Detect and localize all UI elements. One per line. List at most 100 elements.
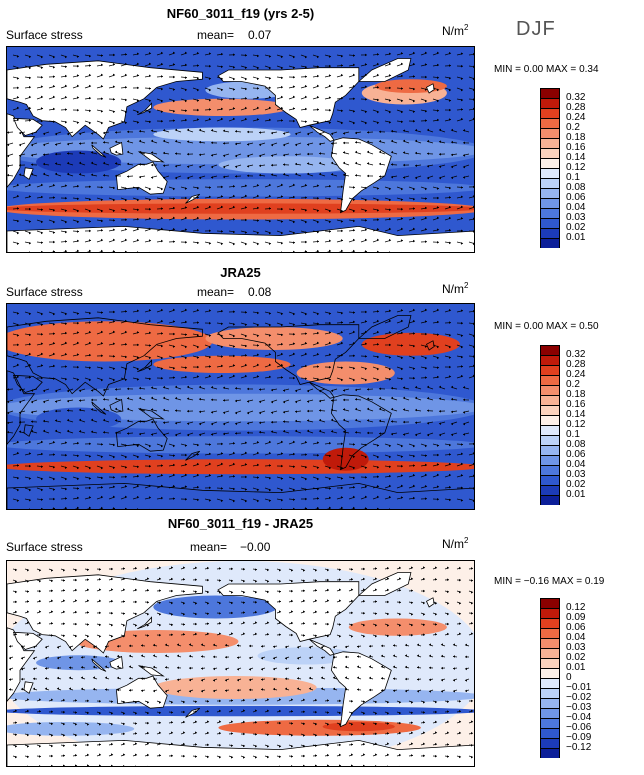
stress-vector-head xyxy=(209,355,211,359)
stress-vector-head xyxy=(401,251,402,252)
stress-vector-head xyxy=(17,508,18,509)
colorbar-label: 0.28 xyxy=(566,359,586,370)
stress-vector-head xyxy=(161,252,163,253)
stress-vector-head xyxy=(89,249,91,252)
stress-vector-head xyxy=(377,495,379,499)
stress-vector-head xyxy=(103,150,105,154)
stress-vector-head xyxy=(173,332,175,336)
stress-vector-head xyxy=(101,238,103,242)
stress-vector-head xyxy=(225,667,227,671)
stress-vector-head xyxy=(381,665,383,668)
stress-vector-head xyxy=(151,386,153,389)
stress-vector-head xyxy=(65,65,67,69)
stress-vector-head xyxy=(127,419,129,423)
stress-vector-head xyxy=(459,602,461,605)
stress-vector-head xyxy=(247,143,249,146)
stress-vector-head xyxy=(31,153,33,157)
stress-vector-head xyxy=(195,566,197,570)
stress-vector-head xyxy=(147,577,149,580)
colorbar-label: 0.28 xyxy=(566,102,586,113)
stress-vector-head xyxy=(341,353,343,357)
stress-vector-head xyxy=(429,690,431,693)
stress-vector-head xyxy=(259,421,261,425)
stress-vector-head xyxy=(207,743,209,747)
coastline xyxy=(7,482,474,509)
stress-vector-head xyxy=(149,484,151,488)
stress-vector-head xyxy=(327,744,329,747)
stress-vector-head xyxy=(367,162,369,165)
stress-vector-head xyxy=(163,176,165,180)
stress-vector-head xyxy=(17,476,19,480)
stress-vector-head xyxy=(55,400,57,403)
stress-vector-head xyxy=(135,712,137,715)
stress-vector-head xyxy=(329,121,331,124)
colorbar-swatch xyxy=(540,485,560,495)
stress-vector-head xyxy=(339,588,341,592)
stress-vector-head xyxy=(29,488,31,492)
stress-vector-head xyxy=(101,378,103,382)
stress-vector-head xyxy=(17,343,19,347)
stress-vector-head xyxy=(459,622,461,625)
stress-vector-head xyxy=(339,611,341,614)
stress-vector-head xyxy=(99,611,101,615)
colorbar-label: 0.2 xyxy=(566,122,580,133)
colorbar-label: 0.18 xyxy=(566,389,586,400)
stress-vector-head xyxy=(283,389,285,392)
stress-vector-head xyxy=(189,678,191,682)
stress-vector-head xyxy=(137,455,139,459)
stress-vector-head xyxy=(171,754,173,758)
stress-vector-head xyxy=(171,731,173,734)
stress-vector-head xyxy=(427,139,429,143)
stress-vector-head xyxy=(161,207,163,210)
stress-vector-head xyxy=(451,128,453,132)
stress-vector-head xyxy=(185,308,187,312)
stress-vector-head xyxy=(413,207,415,210)
stress-vector-head xyxy=(89,321,91,324)
stress-vector-head xyxy=(413,454,415,458)
stress-vector-head xyxy=(375,600,377,603)
stress-vector-head xyxy=(415,396,417,400)
stress-vector-head xyxy=(27,709,29,713)
stress-vector-head xyxy=(401,99,403,103)
stress-vector-head xyxy=(89,96,91,100)
stress-vector-head xyxy=(413,376,415,380)
stress-vector-head xyxy=(437,453,439,457)
stress-vector-head xyxy=(411,613,413,616)
stress-vector-head xyxy=(115,419,117,422)
stress-vector-head xyxy=(257,363,259,367)
stress-vector-head xyxy=(401,474,403,477)
stress-vector-head xyxy=(281,323,283,327)
stress-vector-head xyxy=(279,721,281,725)
stress-contour-zone xyxy=(205,327,343,350)
stress-vector-head xyxy=(237,644,239,647)
stress-vector-head xyxy=(209,64,211,68)
stress-vector-head xyxy=(329,341,331,345)
stress-vector-head xyxy=(161,239,163,243)
stress-vector-head xyxy=(53,497,55,501)
stress-vector-head xyxy=(437,485,439,488)
stress-vector-head xyxy=(317,441,319,444)
stress-vector-head xyxy=(461,117,463,121)
stress-vector-head xyxy=(415,164,417,168)
stress-vector xyxy=(468,196,474,199)
stress-vector-head xyxy=(317,108,319,111)
stress-vector-head xyxy=(461,334,463,337)
stress-vector-head xyxy=(417,666,419,669)
stress-vector-head xyxy=(463,411,465,414)
colorbar-swatch xyxy=(540,395,560,405)
stress-vector-head xyxy=(315,622,317,626)
stress-vector-head xyxy=(267,610,269,614)
stress-vector-head xyxy=(281,498,283,502)
stress-vector-head xyxy=(247,387,249,391)
stress-vector-head xyxy=(403,408,405,411)
stress-vector-head xyxy=(111,635,113,638)
stress-vector-head xyxy=(329,321,331,325)
stress-vector-head xyxy=(281,66,283,70)
panel-1-minmax: MIN = 0.00 MAX = 0.34 xyxy=(494,64,599,75)
stress-vector-head xyxy=(223,432,225,436)
stress-vector-head xyxy=(471,744,473,747)
stress-vector-head xyxy=(437,118,439,122)
stress-vector-head xyxy=(209,229,211,233)
stress-vector-head xyxy=(123,732,125,736)
colorbar-swatch xyxy=(540,638,560,648)
